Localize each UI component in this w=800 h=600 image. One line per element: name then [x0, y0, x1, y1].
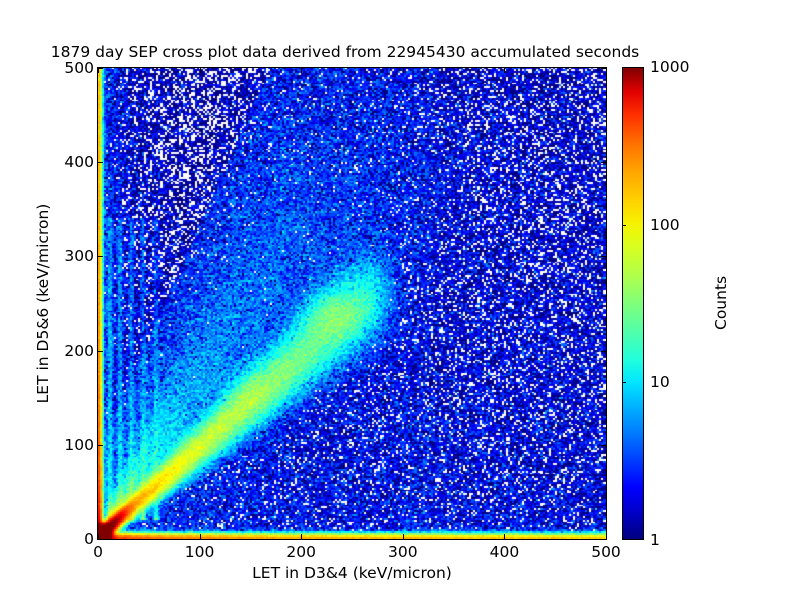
- y-tick-label-200: 200: [64, 341, 94, 360]
- x-tick-label-500: 500: [591, 543, 621, 561]
- x-tick-label-100: 100: [184, 543, 215, 561]
- y-tick-0-right: [601, 539, 606, 540]
- x-tick-label-400: 400: [489, 543, 520, 561]
- y-tick-label-500: 500: [64, 59, 94, 77]
- title-line-1: 1879 day SEP cross plot data derived fro…: [50, 43, 640, 61]
- colorbar-tick-label-100: 100: [650, 215, 680, 234]
- y-axis-label: LET in D5&6 (keV/micron): [34, 203, 52, 404]
- colorbar-tick-100: [622, 224, 626, 226]
- x-axis-label: LET in D3&4 (keV/micron): [252, 564, 452, 582]
- x-tick-label-200: 200: [286, 543, 316, 561]
- y-tick-label-400: 400: [64, 153, 94, 172]
- colorbar-tick-10: [622, 382, 626, 384]
- x-tick-500: [606, 534, 607, 539]
- plot-area: [97, 67, 607, 540]
- x-tick-500-top: [606, 68, 607, 73]
- y-tick-label-100: 100: [64, 435, 94, 454]
- colorbar-tick-label-10: 10: [650, 373, 670, 392]
- heatmap-canvas: [98, 68, 606, 539]
- y-tick-label-0: 0: [84, 530, 94, 548]
- x-tick-label-0: 0: [93, 543, 103, 561]
- colorbar-tick-label-1: 1: [650, 531, 660, 549]
- colorbar-tick-label-1000: 1000: [650, 58, 690, 76]
- colorbar-label: Counts: [712, 275, 730, 330]
- y-tick-0: [98, 539, 103, 540]
- colorbar: [622, 67, 644, 540]
- x-tick-label-300: 300: [388, 543, 418, 561]
- y-tick-label-300: 300: [64, 247, 94, 266]
